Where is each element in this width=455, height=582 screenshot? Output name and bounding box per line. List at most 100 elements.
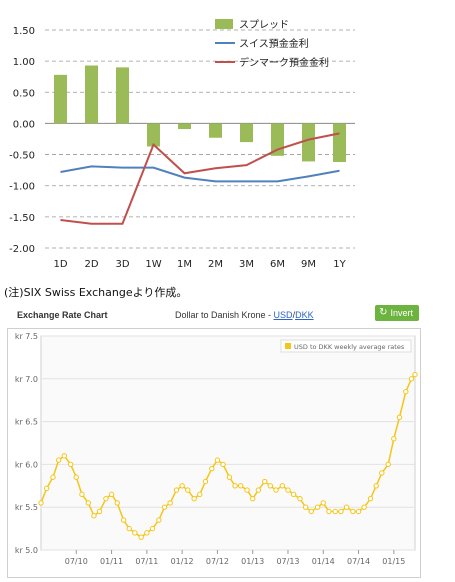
x-tick-label: 01/14 xyxy=(312,557,335,566)
rate-point xyxy=(67,461,74,468)
rate-point xyxy=(232,483,238,489)
legend-label: スプレッド xyxy=(239,19,289,31)
fx-pair-label: Dollar to Danish Krone - USD/DKK xyxy=(175,310,314,320)
rate-point xyxy=(326,508,332,515)
rate-point xyxy=(108,491,115,498)
rate-point xyxy=(338,508,344,515)
rate-point xyxy=(179,483,185,489)
series-line xyxy=(60,132,340,225)
x-tick-label: 1M xyxy=(177,259,192,270)
y-tick-label: kr 7.5 xyxy=(15,332,38,341)
x-tick-label: 3D xyxy=(115,259,129,270)
rate-point xyxy=(138,534,144,540)
rate-point xyxy=(149,525,156,532)
rates-chart: 1.50 1.00 0.50 0.00 -0.50 -1.00 -1.50 -2.00 1D 2D… xyxy=(9,19,355,270)
rate-point xyxy=(373,483,379,489)
rate-point xyxy=(385,461,391,468)
y-tick-label: -2.00 xyxy=(9,244,35,255)
exchange-rate-panel: Exchange Rate Chart Dollar to Danish Kro… xyxy=(7,302,421,578)
x-tick-label: 3M xyxy=(239,259,254,270)
rate-point xyxy=(314,504,321,510)
rate-point xyxy=(249,495,256,502)
x-tick-label: 1W xyxy=(145,259,161,270)
rate-point xyxy=(297,495,303,502)
rate-point xyxy=(320,500,326,506)
rate-point xyxy=(61,453,67,459)
rate-point xyxy=(308,508,314,515)
y-tick-label: -0.50 xyxy=(9,151,35,162)
rate-point xyxy=(161,504,168,510)
x-tick-label: 07/12 xyxy=(206,557,229,566)
x-tick-label: 07/13 xyxy=(276,557,299,566)
invert-button[interactable]: ↻ Invert xyxy=(375,305,419,321)
y-tick-label: kr 5.5 xyxy=(15,503,38,512)
x-tick-label: 01/13 xyxy=(241,557,264,566)
pair-separator: / xyxy=(292,310,296,320)
x-tick-label: 07/14 xyxy=(347,557,370,566)
x-tick-label: 01/15 xyxy=(382,557,405,566)
rate-point xyxy=(226,474,233,480)
x-tick-label: 07/10 xyxy=(65,557,88,566)
rate-point xyxy=(273,487,279,493)
rate-point xyxy=(85,500,91,506)
y-tick-label: 1.50 xyxy=(13,26,35,37)
spread-bar xyxy=(240,123,253,143)
y-tick-label: kr 6.5 xyxy=(15,418,38,427)
dkk-link[interactable]: DKK xyxy=(295,310,314,320)
y-tick-label: 0.50 xyxy=(13,88,35,99)
fx-pair-prefix: Dollar to Danish Krone - xyxy=(175,310,274,320)
x-tick-label: 2D xyxy=(84,259,98,270)
rate-point xyxy=(79,491,85,498)
rate-point xyxy=(361,504,367,510)
x-tick-label: 01/11 xyxy=(100,557,123,566)
legend-label: デンマーク預金金利 xyxy=(239,56,329,69)
rate-point xyxy=(332,508,338,515)
fx-header: Exchange Rate Chart Dollar to Danish Kro… xyxy=(7,302,421,328)
rate-point xyxy=(255,487,262,493)
spread-bar xyxy=(302,123,315,162)
spread-bar xyxy=(85,65,98,124)
rate-point xyxy=(156,517,162,523)
spread-bar xyxy=(209,123,222,138)
y-tick-label: kr 7.0 xyxy=(15,375,38,384)
rate-point xyxy=(343,504,350,510)
spread-bar xyxy=(147,123,160,147)
rate-point xyxy=(114,500,120,506)
rate-point xyxy=(267,483,274,489)
rate-point xyxy=(367,495,374,502)
y-tick-label: kr 6.0 xyxy=(15,460,38,469)
rate-point xyxy=(103,495,109,502)
plot-area xyxy=(40,335,416,551)
rate-point xyxy=(91,513,97,519)
spread-bar xyxy=(178,123,191,130)
x-tick-label: 01/12 xyxy=(171,557,194,566)
invert-label: Invert xyxy=(390,308,413,318)
legend-swatch xyxy=(215,19,233,29)
rate-point xyxy=(220,461,226,468)
x-tick-label: 1D xyxy=(53,259,67,270)
usd-link[interactable]: USD xyxy=(273,310,293,320)
rate-point xyxy=(73,474,79,480)
rate-point xyxy=(355,508,362,515)
spread-bar xyxy=(333,123,346,163)
rate-point xyxy=(403,388,409,395)
rate-point xyxy=(350,508,356,515)
rate-point xyxy=(261,478,268,485)
legend-box xyxy=(280,339,412,353)
rate-point xyxy=(379,470,385,476)
rate-point xyxy=(202,478,209,485)
spread-bar xyxy=(116,67,129,124)
rate-point xyxy=(132,530,138,536)
series-line xyxy=(60,165,340,183)
rate-point xyxy=(38,500,44,506)
rate-point xyxy=(43,485,50,492)
y-tick-label: -1.00 xyxy=(9,182,35,193)
rate-point xyxy=(238,483,244,489)
rate-point xyxy=(412,371,418,378)
rate-point xyxy=(191,495,197,502)
legend-label: USD to DKK weekly average rates xyxy=(294,343,405,351)
rate-point xyxy=(55,457,62,463)
legend-swatch xyxy=(285,343,291,349)
y-tick-label: kr 5.0 xyxy=(15,546,38,555)
rate-point xyxy=(214,457,221,463)
